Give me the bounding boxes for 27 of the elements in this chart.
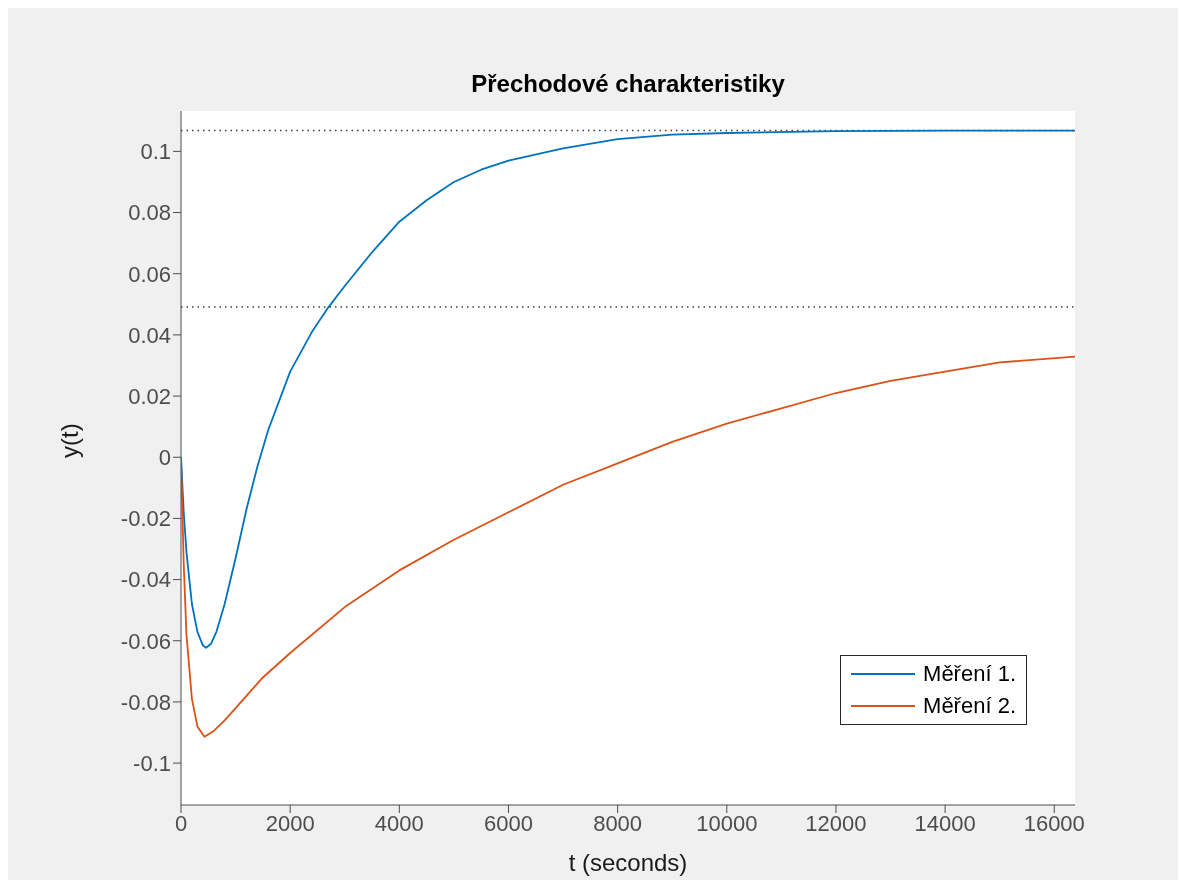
line-series: [181, 129, 1075, 649]
x-tick-label: 16000: [1023, 810, 1085, 836]
y-axis-title: y(t): [55, 423, 83, 458]
y-tick-label: 0.06: [128, 261, 171, 287]
x-axis-title: t (seconds): [568, 849, 688, 876]
y-tick-label: 0: [158, 445, 171, 471]
y-tick-label: 0.04: [128, 322, 171, 348]
y-tick-label: -0.06: [120, 628, 171, 654]
x-tick-label: 2000: [265, 810, 315, 836]
x-tick-label: 8000: [593, 810, 643, 836]
line-series: [181, 355, 1075, 738]
x-tick-label: 14000: [914, 810, 976, 836]
y-tick-label: -0.08: [120, 689, 171, 715]
chart-title: Přechodové charakteristiky: [470, 70, 786, 98]
y-tick-label: -0.1: [133, 750, 171, 776]
x-tick-label: 10000: [696, 810, 758, 836]
y-tick-label: 0.02: [128, 383, 171, 409]
x-tick-label: 4000: [374, 810, 424, 836]
x-tick-label: 12000: [805, 810, 867, 836]
y-tick-label: -0.02: [120, 506, 171, 532]
y-tick-label: 0.08: [128, 200, 171, 226]
legend-label: Měření 1.: [923, 660, 1016, 688]
y-tick-label: 0.1: [140, 139, 171, 165]
y-tick-label: -0.04: [120, 567, 171, 593]
x-tick-label: 6000: [484, 810, 533, 836]
legend-label: Měření 2.: [923, 692, 1016, 720]
x-tick-label: 0: [174, 810, 188, 836]
